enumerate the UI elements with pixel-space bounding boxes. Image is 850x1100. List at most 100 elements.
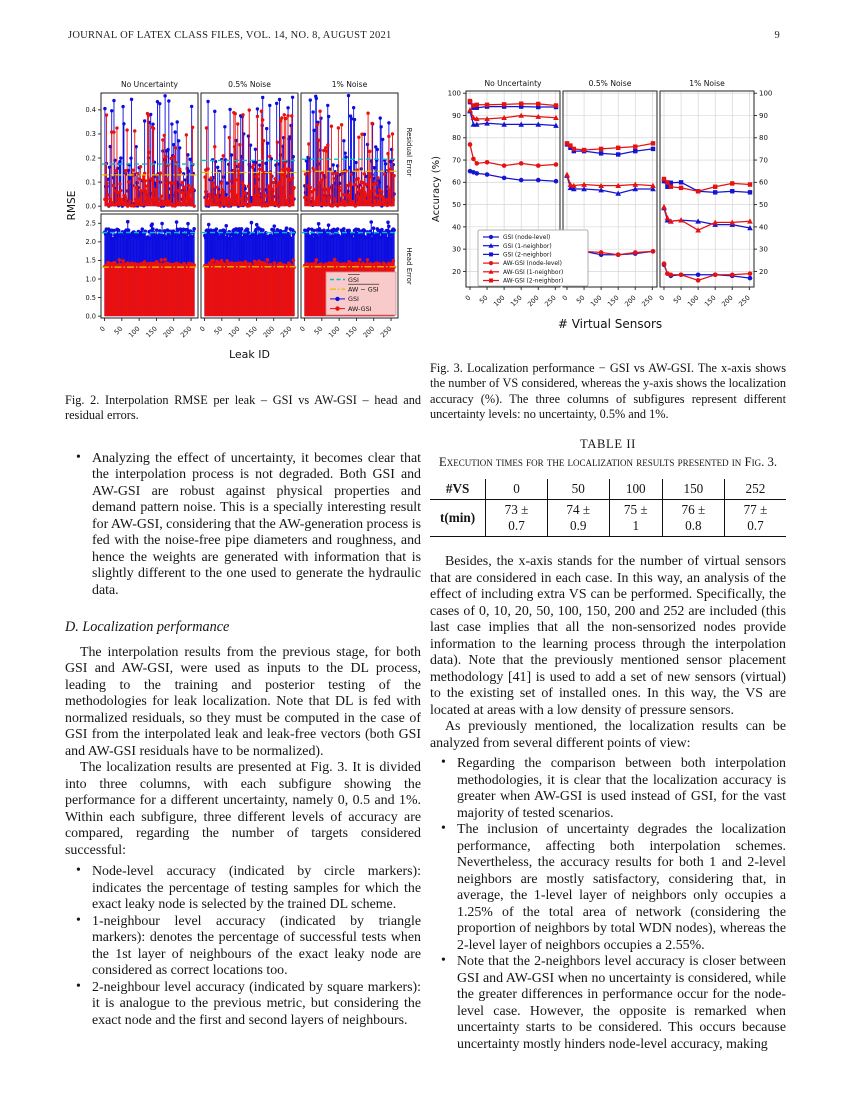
svg-text:1.5: 1.5 — [86, 257, 97, 265]
svg-text:90: 90 — [759, 112, 768, 120]
svg-text:90: 90 — [452, 112, 461, 120]
svg-text:0: 0 — [98, 325, 107, 334]
svg-text:0.0: 0.0 — [86, 312, 97, 320]
svg-text:AW-GSI (2-neighbor): AW-GSI (2-neighbor) — [503, 279, 563, 285]
svg-text:# Virtual Sensors: # Virtual Sensors — [558, 317, 662, 331]
svg-text:250: 250 — [179, 325, 194, 340]
svg-text:100: 100 — [492, 294, 507, 309]
svg-text:100: 100 — [327, 325, 342, 340]
svg-text:150: 150 — [144, 325, 159, 340]
figure3-plot: No Uncertainty 0 50 100 150 200 250 0.5% Noise 0… — [430, 75, 786, 352]
svg-text:200: 200 — [362, 325, 377, 340]
svg-text:AW-GSI: AW-GSI — [348, 305, 372, 313]
svg-text:100: 100 — [227, 325, 242, 340]
svg-text:GSI: GSI — [348, 295, 359, 303]
svg-text:250: 250 — [737, 294, 752, 309]
bullet-comparison: Regarding the comparison between both in… — [430, 755, 786, 822]
journal-title: JOURNAL OF LATEX CLASS FILES, VOL. 14, N… — [68, 30, 392, 41]
svg-text:100: 100 — [127, 325, 142, 340]
svg-text:2.5: 2.5 — [86, 220, 97, 228]
figure3-caption: Fig. 3. Localization performance − GSI v… — [430, 361, 786, 422]
svg-text:0.5% Noise: 0.5% Noise — [589, 79, 632, 88]
svg-text:100: 100 — [686, 294, 701, 309]
svg-text:0.3: 0.3 — [86, 130, 97, 138]
svg-text:0.5% Noise: 0.5% Noise — [228, 80, 271, 89]
svg-text:30: 30 — [759, 246, 768, 254]
svg-text:GSI: GSI — [348, 276, 359, 284]
svg-text:30: 30 — [452, 246, 461, 254]
svg-text:AW-GSI (node-level): AW-GSI (node-level) — [503, 261, 562, 267]
svg-text:20: 20 — [759, 268, 768, 276]
execution-times-table: #VS 0 50 100 150 252 t(min) 73 ± 0.7 74 … — [430, 479, 786, 538]
table2-label: TABLE II — [580, 436, 636, 451]
svg-text:250: 250 — [279, 325, 294, 340]
figure2-caption: Fig. 2. Interpolation RMSE per leak – GS… — [65, 393, 421, 423]
svg-text:0.4: 0.4 — [86, 106, 97, 114]
accuracy-level-bullets: Node-level accuracy (indicated by circle… — [65, 863, 421, 1030]
svg-text:50: 50 — [313, 325, 325, 337]
discussion-bullets-top: Analyzing the effect of uncertainty, it … — [65, 450, 421, 600]
table2-caption: Execution times for the localization res… — [438, 454, 778, 469]
bullet-uncertainty-degrades: The inclusion of uncertainty degrades th… — [430, 821, 786, 954]
svg-text:1% Noise: 1% Noise — [689, 79, 725, 88]
svg-text:150: 150 — [509, 294, 524, 309]
svg-text:50: 50 — [478, 294, 490, 306]
svg-text:50: 50 — [672, 294, 684, 306]
svg-text:0: 0 — [561, 294, 570, 303]
figure2-plot: No Uncertainty 0 50 100 150 200 250 0.5% Noise 0… — [65, 75, 421, 382]
paragraph-xaxis-vs: Besides, the x-axis stands for the numbe… — [430, 554, 786, 718]
svg-text:0: 0 — [298, 325, 307, 334]
bullet-2-neighbour: 2-neighbour level accuracy (indicated by… — [65, 979, 421, 1030]
svg-text:250: 250 — [543, 294, 558, 309]
paragraph-interpolation-inputs: The interpolation results from the previ… — [65, 644, 421, 759]
svg-text:2.0: 2.0 — [86, 238, 97, 246]
svg-text:0: 0 — [658, 294, 667, 303]
paragraph-points-of-view: As previously mentioned, the localizatio… — [430, 719, 786, 751]
svg-text:200: 200 — [526, 294, 541, 309]
svg-text:GSI (2-neighbor): GSI (2-neighbor) — [503, 253, 552, 259]
svg-text:200: 200 — [262, 325, 277, 340]
svg-text:150: 150 — [344, 325, 359, 340]
svg-text:1.0: 1.0 — [86, 275, 97, 283]
svg-text:GSI (node-level): GSI (node-level) — [503, 235, 550, 241]
svg-text:0.0: 0.0 — [86, 202, 97, 210]
svg-text:0.5: 0.5 — [86, 294, 97, 302]
page-header: JOURNAL OF LATEX CLASS FILES, VOL. 14, N… — [68, 30, 780, 41]
svg-text:Head Error: Head Error — [405, 247, 413, 285]
svg-text:150: 150 — [244, 325, 259, 340]
analysis-bullets: Regarding the comparison between both in… — [430, 755, 786, 1053]
svg-text:No Uncertainty: No Uncertainty — [484, 79, 542, 88]
svg-text:80: 80 — [452, 134, 461, 142]
svg-text:60: 60 — [759, 179, 768, 187]
svg-text:1% Noise: 1% Noise — [332, 80, 368, 89]
svg-text:100: 100 — [448, 90, 461, 98]
section-heading-localization: D. Localization performance — [65, 619, 230, 636]
svg-text:100: 100 — [589, 294, 604, 309]
svg-text:60: 60 — [452, 179, 461, 187]
table2-block: TABLE II Execution times for the localiz… — [430, 437, 786, 538]
left-column: No Uncertainty 0 50 100 150 200 250 0.5% Noise 0… — [65, 75, 421, 1029]
svg-text:200: 200 — [720, 294, 735, 309]
svg-text:70: 70 — [452, 156, 461, 164]
bullet-2-neighbors-closer: Note that the 2-neighbors level accuracy… — [430, 953, 786, 1053]
svg-text:50: 50 — [452, 201, 461, 209]
bullet-node-level: Node-level accuracy (indicated by circle… — [65, 863, 421, 914]
svg-text:40: 40 — [452, 223, 461, 231]
svg-text:Leak ID: Leak ID — [229, 348, 270, 361]
svg-text:Accuracy (%): Accuracy (%) — [431, 156, 442, 222]
page-number: 9 — [774, 30, 780, 41]
svg-text:150: 150 — [606, 294, 621, 309]
svg-text:0.1: 0.1 — [86, 178, 97, 186]
svg-text:50: 50 — [575, 294, 587, 306]
svg-text:50: 50 — [759, 201, 768, 209]
svg-text:250: 250 — [640, 294, 655, 309]
svg-text:50: 50 — [113, 325, 125, 337]
right-column: No Uncertainty 0 50 100 150 200 250 0.5% Noise 0… — [430, 75, 786, 1053]
svg-text:GSI (1-neighbor): GSI (1-neighbor) — [503, 244, 552, 250]
paragraph-localization-results: The localization results are presented a… — [65, 760, 421, 858]
table-row: t(min) 73 ± 0.7 74 ± 0.9 75 ± 1 76 ± 0.8… — [430, 499, 786, 538]
svg-text:80: 80 — [759, 134, 768, 142]
svg-text:40: 40 — [759, 223, 768, 231]
svg-text:100: 100 — [759, 90, 772, 98]
